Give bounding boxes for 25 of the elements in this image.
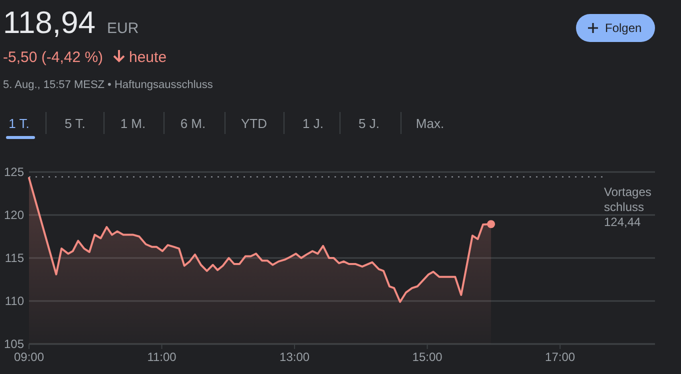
y-tick-label: 125: [4, 165, 24, 180]
text: 1 M.: [120, 116, 146, 131]
y-tick-label: 115: [4, 251, 24, 266]
x-tick-label: 09:00: [14, 350, 44, 364]
text: 5 T.: [64, 116, 86, 131]
text: 1 J.: [302, 116, 324, 131]
ref-line-label: Vortagesschluss 124,44: [604, 185, 652, 229]
x-tick-label: 17:00: [545, 350, 576, 364]
text: heute: [129, 49, 167, 66]
y-tick-label: 120: [4, 208, 24, 222]
x-tick-label: 11:00: [147, 350, 177, 364]
text: 1 T.: [8, 116, 30, 131]
text: 5 J.: [358, 116, 380, 131]
text: 6 M.: [180, 116, 206, 131]
text: Folgen: [605, 21, 642, 35]
x-tick-label: 13:00: [280, 350, 310, 364]
text: 5. Aug., 15:57 MESZ • Haftungsausschluss: [3, 79, 214, 91]
text: EUR: [107, 20, 139, 37]
x-tick-label: 15:00: [412, 350, 443, 364]
chart-title: 118,94: [3, 5, 96, 40]
y-tick-label: 110: [4, 294, 24, 308]
y-tick-label: 105: [4, 337, 24, 352]
text: YTD: [241, 116, 267, 131]
text: -5,50 (-4,42 %): [3, 49, 104, 66]
text: Max.: [416, 116, 444, 131]
